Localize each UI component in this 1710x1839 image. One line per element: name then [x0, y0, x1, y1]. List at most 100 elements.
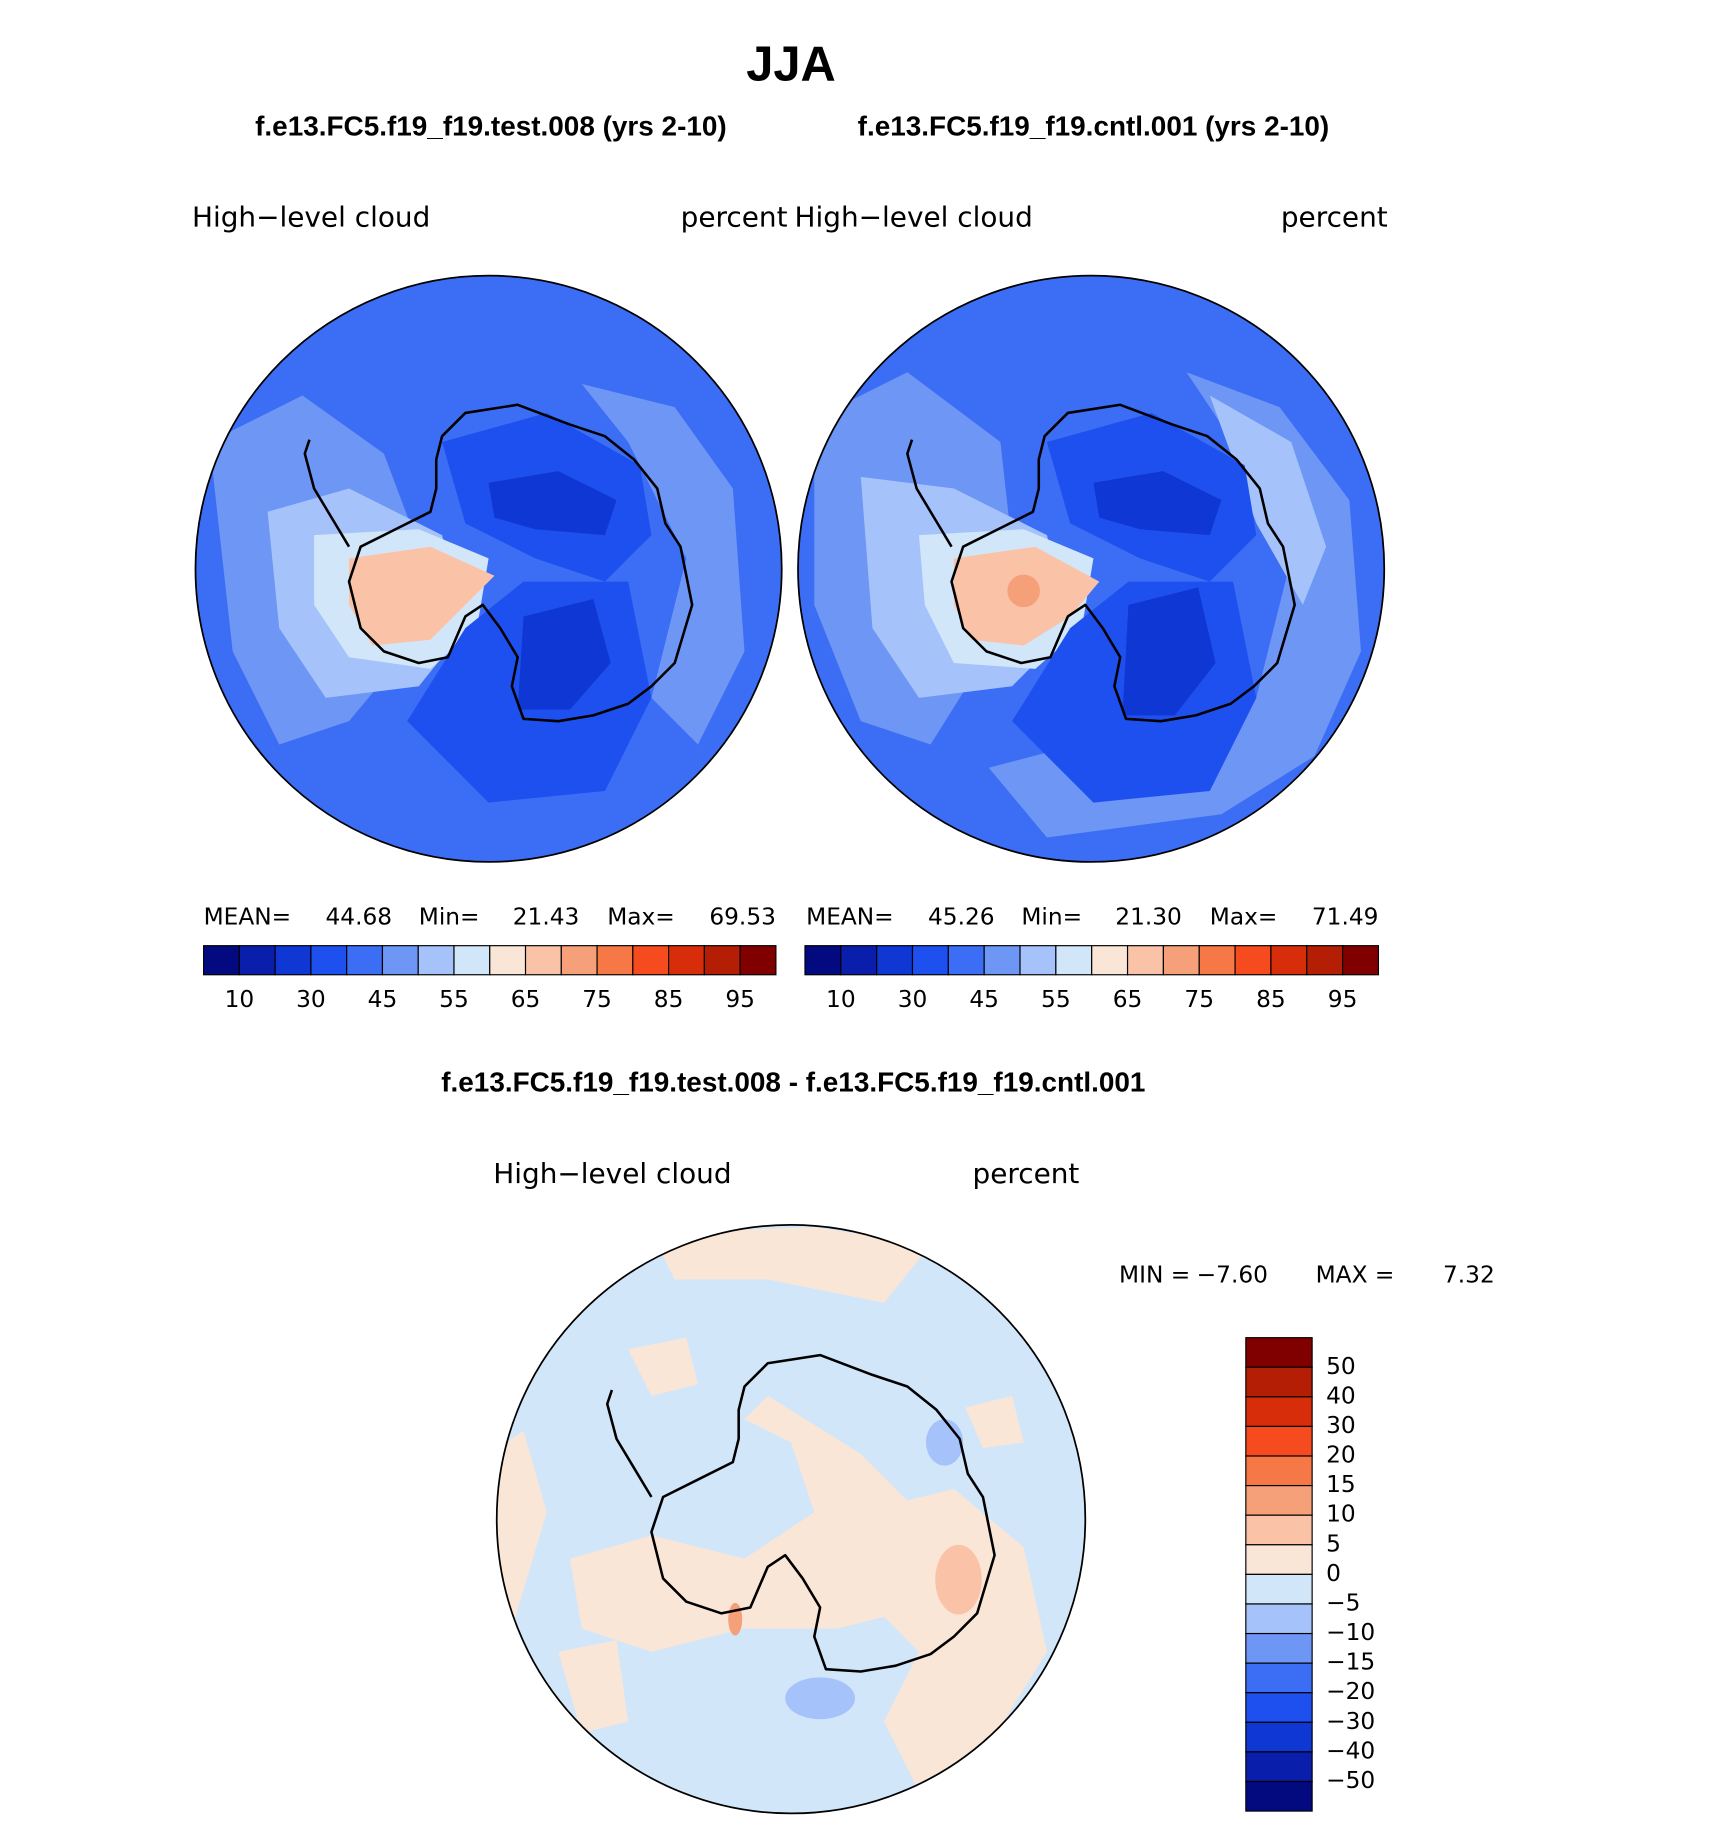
field — [1209, 395, 1327, 605]
stat-label: Min= — [419, 903, 480, 930]
stat-label: Max= — [607, 903, 675, 930]
colorbar-tick-label: 55 — [1041, 986, 1071, 1013]
field — [925, 1419, 964, 1466]
colorbar-tick-label: −15 — [1326, 1649, 1375, 1676]
stat-value: 45.26 — [928, 903, 995, 930]
colorbar-box — [489, 945, 527, 976]
colorbar-box — [1245, 1662, 1313, 1694]
field — [488, 471, 617, 536]
colorbar-box — [1245, 1455, 1313, 1487]
stat-label: MAX = — [1316, 1262, 1395, 1289]
colorbar-box — [596, 945, 634, 976]
field — [558, 1640, 629, 1734]
colorbar-box — [274, 945, 312, 976]
colorbar-tick-label: −20 — [1326, 1678, 1375, 1705]
colorbar-box — [1342, 945, 1380, 976]
stat-value: 44.68 — [325, 903, 392, 930]
colorbar-tick-label: 30 — [1326, 1412, 1356, 1439]
variable-label: High−level cloud — [795, 201, 1033, 234]
colorbar-box — [1162, 945, 1200, 976]
colorbar-tick-label: 95 — [725, 986, 755, 1013]
units-label: percent — [1281, 201, 1388, 234]
colorbar-tick-label: 5 — [1326, 1530, 1341, 1557]
colorbar-box — [1245, 1337, 1313, 1368]
colorbar-tick-label: 50 — [1326, 1353, 1356, 1380]
colorbar-box — [417, 945, 455, 976]
colorbar-box — [876, 945, 914, 976]
colorbar-tick-label: 85 — [654, 986, 684, 1013]
field — [651, 1227, 931, 1303]
field — [728, 1602, 743, 1636]
field — [1093, 471, 1222, 536]
colorbar-tick-label: −10 — [1326, 1619, 1375, 1646]
colorbar-box — [1245, 1780, 1313, 1812]
colorbar-tick-label: 45 — [969, 986, 999, 1013]
colorbar-tick-label: 30 — [296, 986, 326, 1013]
colorbar-box — [1245, 1396, 1313, 1428]
colorbar-box — [560, 945, 598, 976]
colorbar-box — [1245, 1485, 1313, 1516]
colorbar-box — [1245, 1425, 1313, 1457]
colorbar-box — [1234, 945, 1272, 976]
colorbar-box — [1245, 1544, 1313, 1575]
colorbar-tick-label: 10 — [826, 986, 856, 1013]
colorbar-box — [453, 945, 491, 976]
colorbars: 10 30 45 55 65 75 85 95 10 30 45 55 65 75 85 9550403020… — [203, 945, 1380, 1812]
colorbar-tick-label: 10 — [225, 986, 255, 1013]
stat-label: MEAN= — [806, 903, 894, 930]
field — [1007, 574, 1040, 608]
colorbar-box — [703, 945, 741, 976]
colorbar-tick-label: 65 — [1113, 986, 1143, 1013]
colorbar-tick-label: 20 — [1326, 1442, 1356, 1469]
colorbar-box — [238, 945, 276, 976]
map-border — [797, 274, 1386, 863]
colorbar-tick-label: 0 — [1326, 1560, 1341, 1587]
stat-value: 69.53 — [709, 903, 776, 930]
stat-value: 21.30 — [1115, 903, 1182, 930]
variable-label: High−level cloud — [192, 201, 430, 234]
colorbar-box — [1019, 945, 1057, 976]
colorbar-tick-label: 75 — [1184, 986, 1214, 1013]
difference-subtitle: f.e13.FC5.f19_f19.test.008 - f.e13.FC5.f… — [441, 1066, 1145, 1097]
panel-subtitle: f.e13.FC5.f19_f19.test.008 (yrs 2-10) — [255, 110, 727, 141]
colorbar-box — [524, 945, 562, 976]
stat-label: Max= — [1210, 903, 1278, 930]
colorbar-box — [1245, 1573, 1313, 1605]
colorbar-box — [1245, 1366, 1313, 1398]
colorbar-tick-label: 30 — [898, 986, 928, 1013]
field — [935, 1544, 982, 1615]
stats: MEAN= 44.68 Min= 21.43 Max= 69.53 MEAN= … — [204, 903, 1379, 930]
colorbar-box — [1091, 945, 1129, 976]
stat-label: Min= — [1021, 903, 1082, 930]
panel-subtitle: f.e13.FC5.f19_f19.cntl.001 (yrs 2-10) — [858, 110, 1330, 141]
colorbar-box — [983, 945, 1021, 976]
stat-value: 21.43 — [513, 903, 580, 930]
colorbar-box — [840, 945, 878, 976]
colorbar-tick-label: 45 — [368, 986, 398, 1013]
colorbar-box — [1126, 945, 1164, 976]
colorbar-tick-label: 65 — [511, 986, 541, 1013]
colorbar-tick-label: 10 — [1326, 1501, 1356, 1528]
colorbar-tick-label: −50 — [1326, 1767, 1375, 1794]
map — [798, 275, 1385, 862]
field — [785, 1677, 855, 1720]
colorbar-box — [1198, 945, 1236, 976]
stat-label: MEAN= — [204, 903, 292, 930]
field — [1122, 587, 1216, 716]
colorbar-box — [1245, 1603, 1313, 1635]
variable-label: High−level cloud — [493, 1157, 731, 1190]
field — [965, 1395, 1024, 1449]
colorbar-box — [346, 945, 384, 976]
colorbar-box — [381, 945, 419, 976]
diff-stats: MIN = −7.60 MAX = 7.32 — [1119, 1262, 1495, 1289]
colorbar-tick-label: −30 — [1326, 1708, 1375, 1735]
colorbar-box — [739, 945, 777, 976]
colorbar-tick-label: 40 — [1326, 1382, 1356, 1409]
colorbar-tick-label: 15 — [1326, 1471, 1356, 1498]
colorbar-tick-label: 85 — [1256, 986, 1286, 1013]
colorbar-box — [947, 945, 985, 976]
map — [195, 275, 782, 862]
map-border — [495, 1223, 1087, 1815]
colorbar-box — [1245, 1692, 1313, 1723]
colorbar-box — [310, 945, 348, 976]
